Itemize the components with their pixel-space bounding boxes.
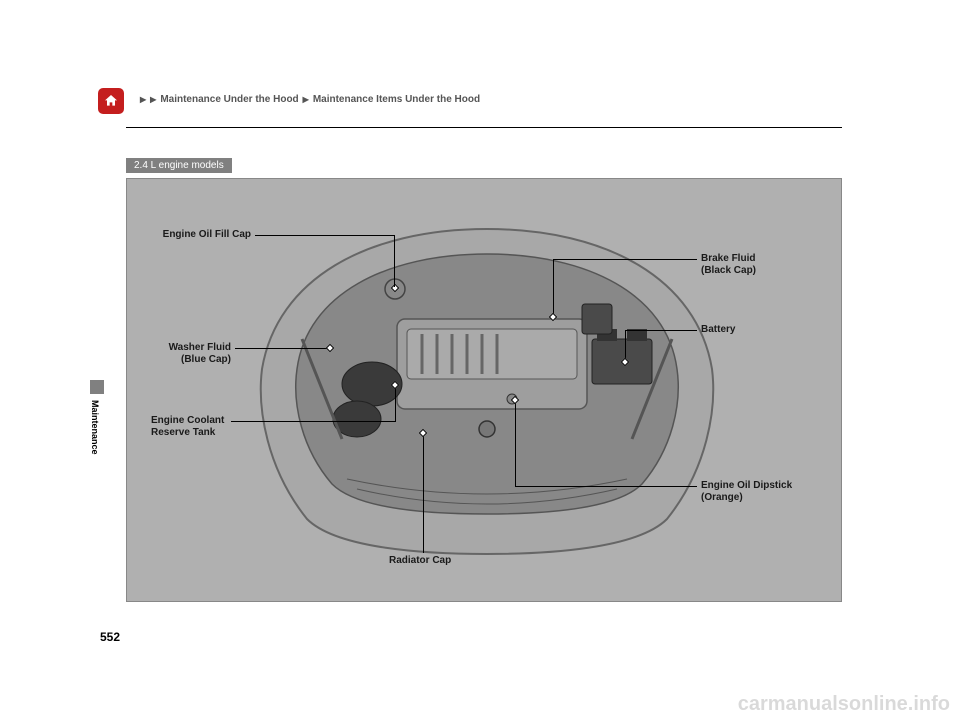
breadcrumb-level1: Maintenance Under the Hood: [160, 94, 298, 105]
label-oil-cap: Engine Oil Fill Cap: [151, 229, 251, 241]
engine-model-badge: 2.4 L engine models: [126, 158, 232, 173]
label-coolant: Engine Coolant Reserve Tank: [151, 415, 224, 439]
section-tab-marker: [90, 380, 104, 394]
home-icon[interactable]: [98, 88, 124, 114]
label-text: Reserve Tank: [151, 427, 215, 438]
label-washer-fluid: Washer Fluid (Blue Cap): [151, 342, 231, 366]
engine-figure: Engine Oil Fill Cap Washer Fluid (Blue C…: [126, 178, 842, 602]
label-dipstick: Engine Oil Dipstick (Orange): [701, 480, 792, 504]
label-text: Engine Coolant: [151, 415, 224, 426]
leader-line: [553, 259, 697, 260]
leader-line: [553, 259, 554, 317]
chevron-icon: ▶: [303, 95, 309, 104]
label-text: Washer Fluid: [169, 342, 231, 353]
label-text: Brake Fluid: [701, 253, 755, 264]
label-text: (Black Cap): [701, 265, 756, 276]
leader-line: [394, 235, 395, 287]
engine-svg: [247, 219, 727, 559]
label-text: (Blue Cap): [181, 354, 231, 365]
page-number: 552: [100, 630, 120, 644]
label-text: (Orange): [701, 492, 743, 503]
house-icon: [103, 93, 119, 109]
label-battery: Battery: [701, 324, 735, 336]
breadcrumb: ▶ ▶ Maintenance Under the Hood ▶ Mainten…: [140, 94, 480, 105]
chevron-icon: ▶: [150, 95, 156, 104]
page-root: ▶ ▶ Maintenance Under the Hood ▶ Mainten…: [0, 0, 960, 722]
engine-illustration: [247, 219, 727, 559]
leader-line: [231, 421, 396, 422]
leader-line: [395, 385, 396, 422]
leader-line: [625, 330, 697, 331]
leader-line: [235, 348, 330, 349]
leader-line: [515, 486, 697, 487]
leader-line: [423, 435, 424, 553]
label-radiator: Radiator Cap: [389, 555, 451, 567]
leader-line: [515, 401, 516, 487]
section-tab-label: Maintenance: [90, 400, 100, 455]
label-text: Engine Oil Dipstick: [701, 480, 792, 491]
leader-line: [255, 235, 395, 236]
label-brake-fluid: Brake Fluid (Black Cap): [701, 253, 756, 277]
breadcrumb-level2: Maintenance Items Under the Hood: [313, 94, 480, 105]
header-divider: [126, 127, 842, 128]
watermark: carmanualsonline.info: [738, 693, 950, 716]
chevron-icon: ▶: [140, 95, 146, 104]
